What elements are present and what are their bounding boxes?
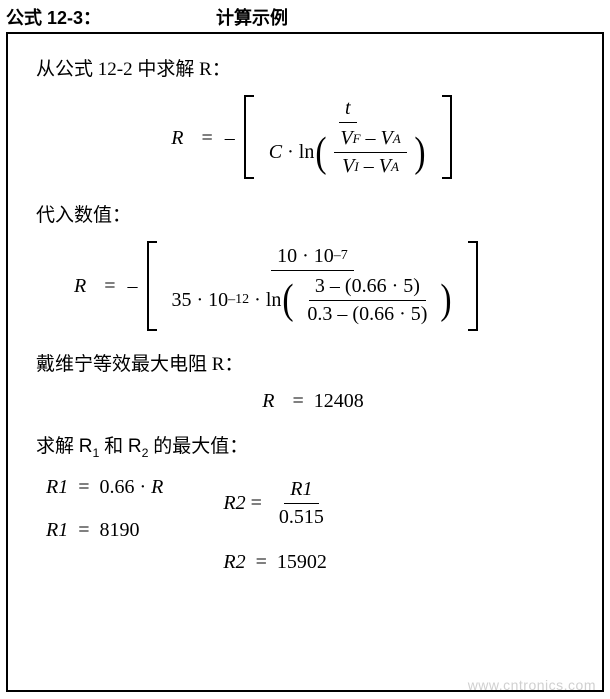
r2-sub: 2	[142, 446, 149, 460]
sub-values-text: 代入数值：	[36, 200, 582, 227]
thevenin-text: 戴维宁等效最大电阻 R：	[36, 349, 582, 376]
equation-3: R = 12408	[36, 390, 582, 413]
r1-expr-lhs: R1	[46, 476, 68, 498]
va-sub: A	[393, 131, 401, 147]
right-paren: )	[414, 132, 425, 174]
eq1-lhs: R	[163, 127, 191, 150]
eq1-inner-fraction: VF – VA VI – VA	[328, 125, 412, 180]
eq2-inner-fraction: 3 – (0.66 · 5) 0.3 – (0.66 · 5)	[295, 273, 439, 328]
eq2-inner-den: 0.3 – (0.66 · 5)	[307, 303, 427, 326]
intro-text: 从公式 12-2 中求解 R：	[36, 54, 582, 81]
r2-frac-num: R1	[290, 478, 312, 501]
eq3-rhs: 12408	[314, 390, 364, 413]
dot: ·	[249, 289, 266, 312]
minus: –	[359, 155, 379, 178]
r2-val-rhs: 15902	[277, 551, 327, 573]
header: 公式 12-3： 计算示例	[0, 0, 610, 32]
minus: –	[361, 127, 381, 150]
eq2-lhs: R	[66, 275, 94, 298]
va: V	[381, 127, 393, 150]
watermark: www.cntronics.com	[468, 677, 596, 693]
eq1-ln: ln	[299, 141, 315, 164]
equation-2: R = – 10 · 10–7 35 · 10–12 · ln (	[66, 241, 582, 331]
r2-expr-lhs: R2	[223, 492, 245, 515]
eq2-den-exp: –12	[228, 292, 249, 308]
minus-sign: –	[126, 275, 144, 298]
dot: ·	[192, 289, 209, 312]
r2-frac-den: 0.515	[279, 506, 324, 529]
right-bracket	[439, 95, 455, 179]
equation-1: R = – t C · ln ( VF – VA	[36, 95, 582, 182]
va2-sub: A	[391, 159, 399, 175]
equals-sign: =	[192, 127, 223, 150]
eq2-inner-num: 3 – (0.66 · 5)	[315, 275, 420, 298]
r1-expr-rhs-a: 0.66 ·	[100, 476, 152, 498]
eq3-lhs: R	[254, 390, 282, 413]
eq2-num-a: 10	[277, 245, 297, 268]
eq2-ln: ln	[266, 289, 282, 312]
left-bracket	[241, 95, 257, 179]
eq2-num-exp: –7	[334, 248, 348, 264]
r2-label: R	[128, 436, 142, 457]
left-paren: (	[283, 279, 294, 321]
col-r2: R2 = R1 0.515 R2 = 15902	[223, 466, 336, 584]
r1-expr-rhs-r: R	[151, 476, 163, 498]
eq1-fraction: t C · ln ( VF – VA VI –	[257, 95, 439, 182]
eq1-c: C	[269, 141, 282, 164]
solve-r1-r2-text: 求解 R1 和 R2 的最大值：	[36, 431, 582, 460]
r1-val-rhs: 8190	[100, 519, 140, 541]
solve-suffix: 的最大值：	[149, 436, 249, 457]
r2-fraction: R1 0.515	[267, 476, 336, 531]
vf-sub: F	[353, 131, 361, 147]
eq2-den-a: 35	[172, 289, 192, 312]
header-formula-label: 公式 12-3：	[6, 4, 216, 30]
content-box: 从公式 12-2 中求解 R： R = – t C · ln ( VF –	[6, 32, 604, 692]
r2-val-lhs: R2	[223, 551, 245, 573]
r1-label: R	[79, 436, 93, 457]
eq2-den-b: 10	[208, 289, 228, 312]
left-bracket	[144, 241, 160, 331]
left-paren: (	[316, 132, 327, 174]
eq1-numerator: t	[345, 97, 351, 120]
vf: V	[340, 127, 352, 150]
equals-sign: =	[282, 390, 313, 413]
results-grid: R1 = 0.66 · R R1 = 8190 R2 = R1 0.515 R2	[36, 466, 582, 584]
col-r1: R1 = 0.66 · R R1 = 8190	[46, 466, 163, 584]
va2: V	[379, 155, 391, 178]
eq2-num-b: 10	[314, 245, 334, 268]
vi: V	[342, 155, 354, 178]
solve-mid: 和	[99, 436, 128, 457]
dot: ·	[297, 245, 314, 268]
equals-sign: =	[94, 275, 125, 298]
header-title: 计算示例	[216, 4, 288, 30]
minus-sign: –	[223, 127, 241, 150]
right-paren: )	[441, 279, 452, 321]
solve-prefix: 求解	[36, 436, 79, 457]
dot: ·	[282, 141, 299, 164]
right-bracket	[465, 241, 481, 331]
eq2-fraction: 10 · 10–7 35 · 10–12 · ln ( 3 – (0.66 · …	[160, 243, 466, 330]
r1-val-lhs: R1	[46, 519, 68, 541]
